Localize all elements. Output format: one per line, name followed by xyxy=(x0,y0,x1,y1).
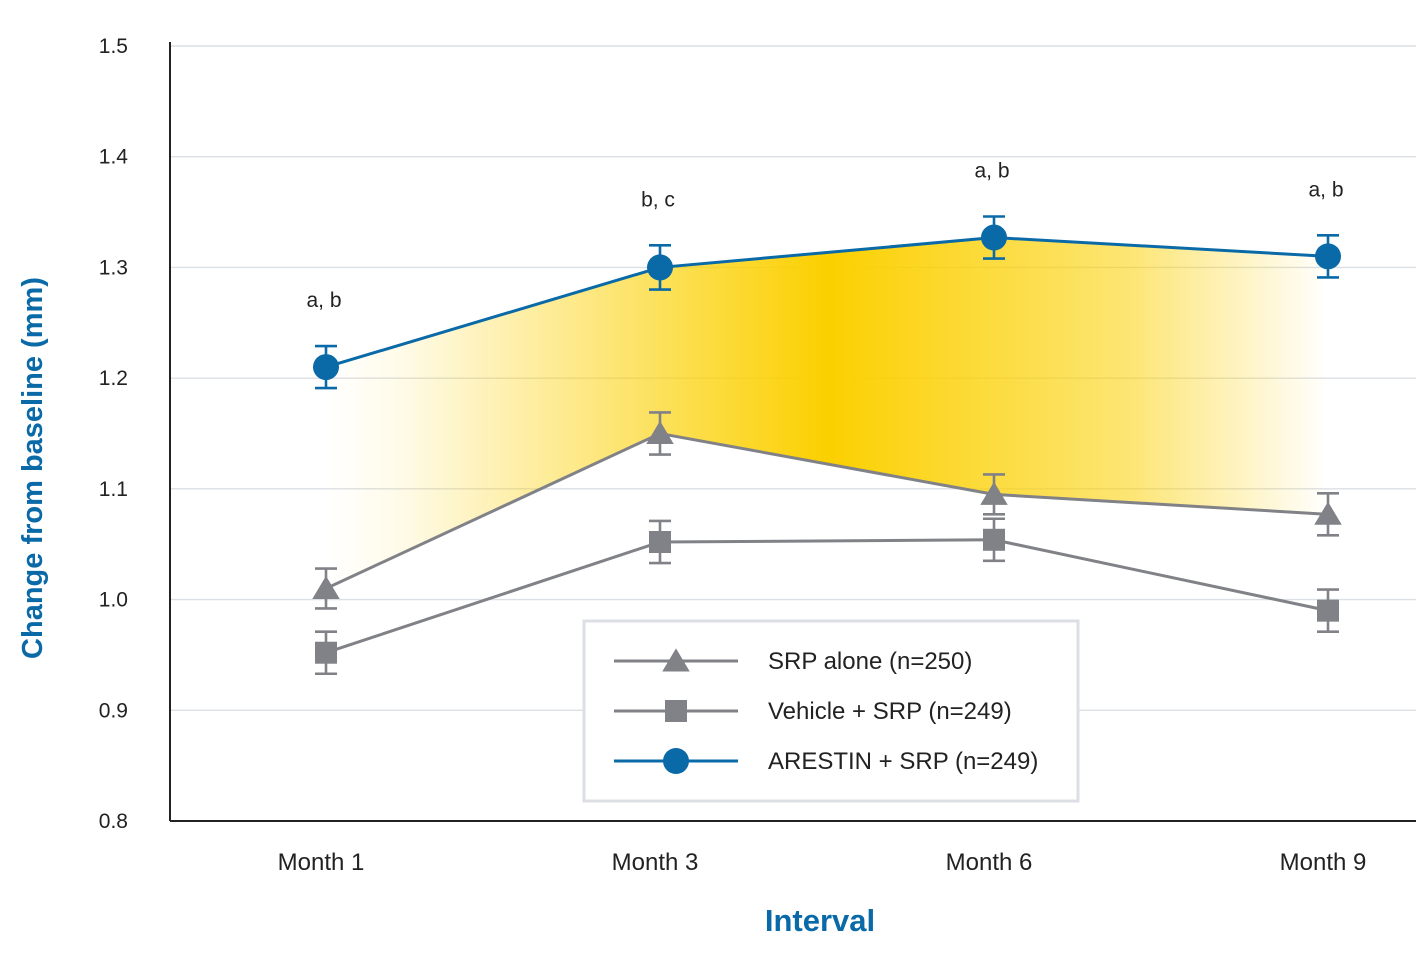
data-point xyxy=(1317,599,1339,622)
y-axis-title: Change from baseline (mm) xyxy=(17,277,49,659)
data-point xyxy=(315,641,337,664)
significance-label: b, c xyxy=(641,188,675,211)
data-point xyxy=(649,531,671,553)
legend-label: SRP alone (n=250) xyxy=(768,648,972,675)
data-point xyxy=(665,700,687,722)
significance-label: a, b xyxy=(306,289,341,312)
x-tick-label: Month 3 xyxy=(612,849,699,876)
significance-label: a, b xyxy=(974,160,1009,183)
series-line xyxy=(325,431,1329,590)
highlight-band xyxy=(326,237,1328,589)
y-tick-label: 0.8 xyxy=(99,810,128,833)
data-point xyxy=(313,354,339,381)
data-point xyxy=(981,224,1007,251)
legend-label: ARESTIN + SRP (n=249) xyxy=(768,748,1038,775)
axes: 0.8 0.9 1.0 1.1 1.2 1.3 1.4 1.5 Month 1 Month 3 Mo… xyxy=(99,35,1416,876)
data-point xyxy=(980,481,1008,505)
x-tick-label: Month 1 xyxy=(278,849,365,876)
y-tick-label: 1.5 xyxy=(99,35,128,58)
annotations: a, b b, c a, b a, b xyxy=(306,160,1343,313)
data-point xyxy=(663,748,689,774)
data-point xyxy=(1314,501,1342,525)
x-axis-title: Interval xyxy=(765,903,875,938)
series-square xyxy=(315,517,1339,676)
y-tick-label: 0.9 xyxy=(99,699,128,722)
series-circle xyxy=(313,215,1341,390)
data-point xyxy=(646,420,674,444)
series-layer xyxy=(312,215,1342,676)
data-point xyxy=(312,575,340,599)
data-point xyxy=(647,254,673,281)
data-point xyxy=(1315,243,1341,270)
series-line xyxy=(325,538,1329,655)
y-tick-label: 1.3 xyxy=(99,256,128,279)
y-tick-label: 1.2 xyxy=(99,367,128,390)
highlight-band-area xyxy=(326,237,1328,589)
series-line xyxy=(325,236,1329,369)
x-tick-label: Month 6 xyxy=(946,849,1033,876)
data-point xyxy=(662,648,690,672)
y-tick-label: 1.1 xyxy=(99,478,128,501)
series-triangle xyxy=(312,411,1342,610)
legend: SRP alone (n=250) Vehicle + SRP (n=249) AR… xyxy=(582,619,1080,803)
data-point xyxy=(983,528,1005,551)
y-tick-label: 1.0 xyxy=(99,589,128,612)
significance-label: a, b xyxy=(1308,178,1343,201)
x-tick-label: Month 9 xyxy=(1280,849,1367,876)
legend-label: Vehicle + SRP (n=249) xyxy=(768,698,1012,725)
y-tick-label: 1.4 xyxy=(99,146,129,169)
